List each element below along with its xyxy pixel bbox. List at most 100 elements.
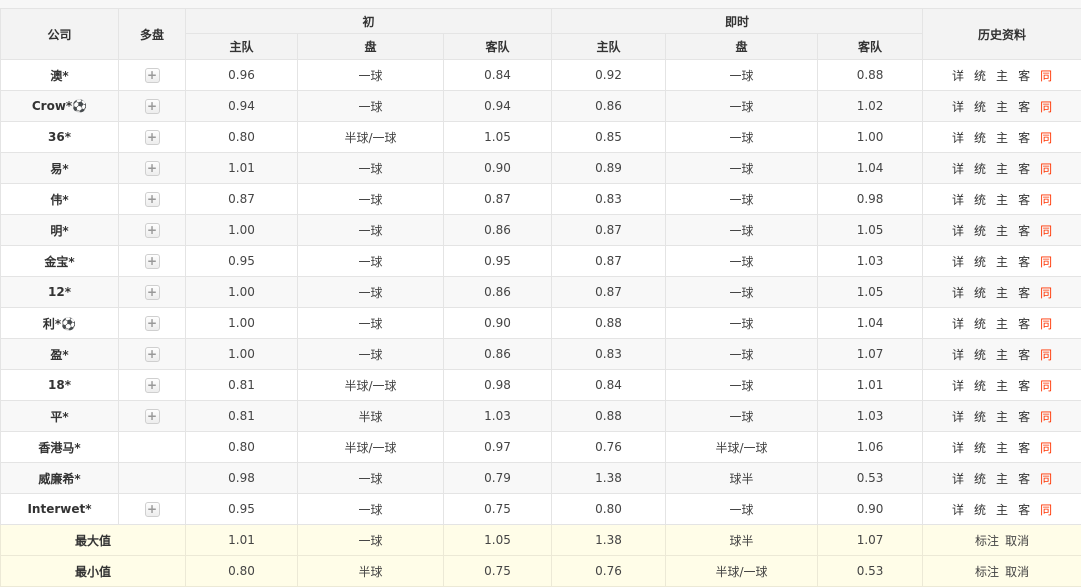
history-detail-link[interactable]: 详 — [952, 410, 964, 424]
live-handicap: 一球 — [666, 277, 818, 308]
history-home-link[interactable]: 主 — [996, 69, 1008, 83]
mark-link[interactable]: 标注 — [975, 565, 999, 579]
history-stats-link[interactable]: 统 — [974, 503, 986, 517]
history-stats-link[interactable]: 统 — [974, 410, 986, 424]
history-same-link[interactable]: 同 — [1040, 162, 1052, 176]
expand-multi-button[interactable]: + — [145, 316, 160, 331]
live-home-odds: 0.87 — [552, 277, 666, 308]
history-detail-link[interactable]: 详 — [952, 379, 964, 393]
history-stats-link[interactable]: 统 — [974, 193, 986, 207]
history-home-link[interactable]: 主 — [996, 131, 1008, 145]
history-away-link[interactable]: 客 — [1018, 255, 1030, 269]
history-detail-link[interactable]: 详 — [952, 472, 964, 486]
history-same-link[interactable]: 同 — [1040, 69, 1052, 83]
history-away-link[interactable]: 客 — [1018, 69, 1030, 83]
history-away-link[interactable]: 客 — [1018, 224, 1030, 238]
history-away-link[interactable]: 客 — [1018, 410, 1030, 424]
table-header: 公司 多盘 初 即时 历史资料 主队 盘 客队 主队 盘 客队 — [1, 9, 1081, 60]
history-detail-link[interactable]: 详 — [952, 224, 964, 238]
history-same-link[interactable]: 同 — [1040, 472, 1052, 486]
history-away-link[interactable]: 客 — [1018, 348, 1030, 362]
history-detail-link[interactable]: 详 — [952, 69, 964, 83]
history-home-link[interactable]: 主 — [996, 255, 1008, 269]
history-home-link[interactable]: 主 — [996, 317, 1008, 331]
history-stats-link[interactable]: 统 — [974, 224, 986, 238]
history-home-link[interactable]: 主 — [996, 503, 1008, 517]
history-same-link[interactable]: 同 — [1040, 286, 1052, 300]
expand-multi-button[interactable]: + — [145, 130, 160, 145]
cancel-link[interactable]: 取消 — [1005, 565, 1029, 579]
init-home-odds: 0.94 — [186, 91, 298, 122]
history-same-link[interactable]: 同 — [1040, 224, 1052, 238]
history-home-link[interactable]: 主 — [996, 224, 1008, 238]
expand-multi-button[interactable]: + — [145, 68, 160, 83]
init-handicap: 半球/一球 — [298, 370, 444, 401]
history-away-link[interactable]: 客 — [1018, 379, 1030, 393]
history-detail-link[interactable]: 详 — [952, 317, 964, 331]
history-away-link[interactable]: 客 — [1018, 441, 1030, 455]
expand-multi-button[interactable]: + — [145, 378, 160, 393]
history-same-link[interactable]: 同 — [1040, 100, 1052, 114]
history-stats-link[interactable]: 统 — [974, 69, 986, 83]
history-detail-link[interactable]: 详 — [952, 193, 964, 207]
history-stats-link[interactable]: 统 — [974, 255, 986, 269]
history-detail-link[interactable]: 详 — [952, 441, 964, 455]
history-stats-link[interactable]: 统 — [974, 441, 986, 455]
history-detail-link[interactable]: 详 — [952, 348, 964, 362]
history-detail-link[interactable]: 详 — [952, 162, 964, 176]
history-same-link[interactable]: 同 — [1040, 317, 1052, 331]
history-home-link[interactable]: 主 — [996, 162, 1008, 176]
history-detail-link[interactable]: 详 — [952, 100, 964, 114]
history-away-link[interactable]: 客 — [1018, 100, 1030, 114]
history-same-link[interactable]: 同 — [1040, 410, 1052, 424]
history-home-link[interactable]: 主 — [996, 348, 1008, 362]
expand-multi-button[interactable]: + — [145, 223, 160, 238]
history-away-link[interactable]: 客 — [1018, 472, 1030, 486]
history-detail-link[interactable]: 详 — [952, 503, 964, 517]
history-home-link[interactable]: 主 — [996, 379, 1008, 393]
history-stats-link[interactable]: 统 — [974, 162, 986, 176]
history-stats-link[interactable]: 统 — [974, 379, 986, 393]
history-home-link[interactable]: 主 — [996, 472, 1008, 486]
expand-multi-button[interactable]: + — [145, 161, 160, 176]
history-stats-link[interactable]: 统 — [974, 317, 986, 331]
history-away-link[interactable]: 客 — [1018, 131, 1030, 145]
history-detail-link[interactable]: 详 — [952, 131, 964, 145]
history-same-link[interactable]: 同 — [1040, 348, 1052, 362]
history-away-link[interactable]: 客 — [1018, 503, 1030, 517]
history-same-link[interactable]: 同 — [1040, 193, 1052, 207]
expand-multi-button[interactable]: + — [145, 502, 160, 517]
live-away-odds: 0.53 — [818, 556, 923, 587]
history-away-link[interactable]: 客 — [1018, 286, 1030, 300]
history-away-link[interactable]: 客 — [1018, 193, 1030, 207]
expand-multi-button[interactable]: + — [145, 254, 160, 269]
expand-multi-button[interactable]: + — [145, 285, 160, 300]
history-same-link[interactable]: 同 — [1040, 441, 1052, 455]
history-detail-link[interactable]: 详 — [952, 255, 964, 269]
history-stats-link[interactable]: 统 — [974, 131, 986, 145]
history-stats-link[interactable]: 统 — [974, 472, 986, 486]
history-home-link[interactable]: 主 — [996, 100, 1008, 114]
history-home-link[interactable]: 主 — [996, 193, 1008, 207]
history-home-link[interactable]: 主 — [996, 410, 1008, 424]
mark-link[interactable]: 标注 — [975, 534, 999, 548]
history-away-link[interactable]: 客 — [1018, 162, 1030, 176]
history-same-link[interactable]: 同 — [1040, 131, 1052, 145]
history-home-link[interactable]: 主 — [996, 286, 1008, 300]
history-same-link[interactable]: 同 — [1040, 255, 1052, 269]
history-away-link[interactable]: 客 — [1018, 317, 1030, 331]
expand-multi-button[interactable]: + — [145, 347, 160, 362]
history-detail-link[interactable]: 详 — [952, 286, 964, 300]
history-same-link[interactable]: 同 — [1040, 379, 1052, 393]
expand-multi-button[interactable]: + — [145, 409, 160, 424]
history-home-link[interactable]: 主 — [996, 441, 1008, 455]
history-stats-link[interactable]: 统 — [974, 100, 986, 114]
history-same-link[interactable]: 同 — [1040, 503, 1052, 517]
history-stats-link[interactable]: 统 — [974, 348, 986, 362]
expand-multi-button[interactable]: + — [145, 192, 160, 207]
cancel-link[interactable]: 取消 — [1005, 534, 1029, 548]
history-stats-link[interactable]: 统 — [974, 286, 986, 300]
expand-multi-button[interactable]: + — [145, 99, 160, 114]
init-away-odds: 0.94 — [444, 91, 552, 122]
